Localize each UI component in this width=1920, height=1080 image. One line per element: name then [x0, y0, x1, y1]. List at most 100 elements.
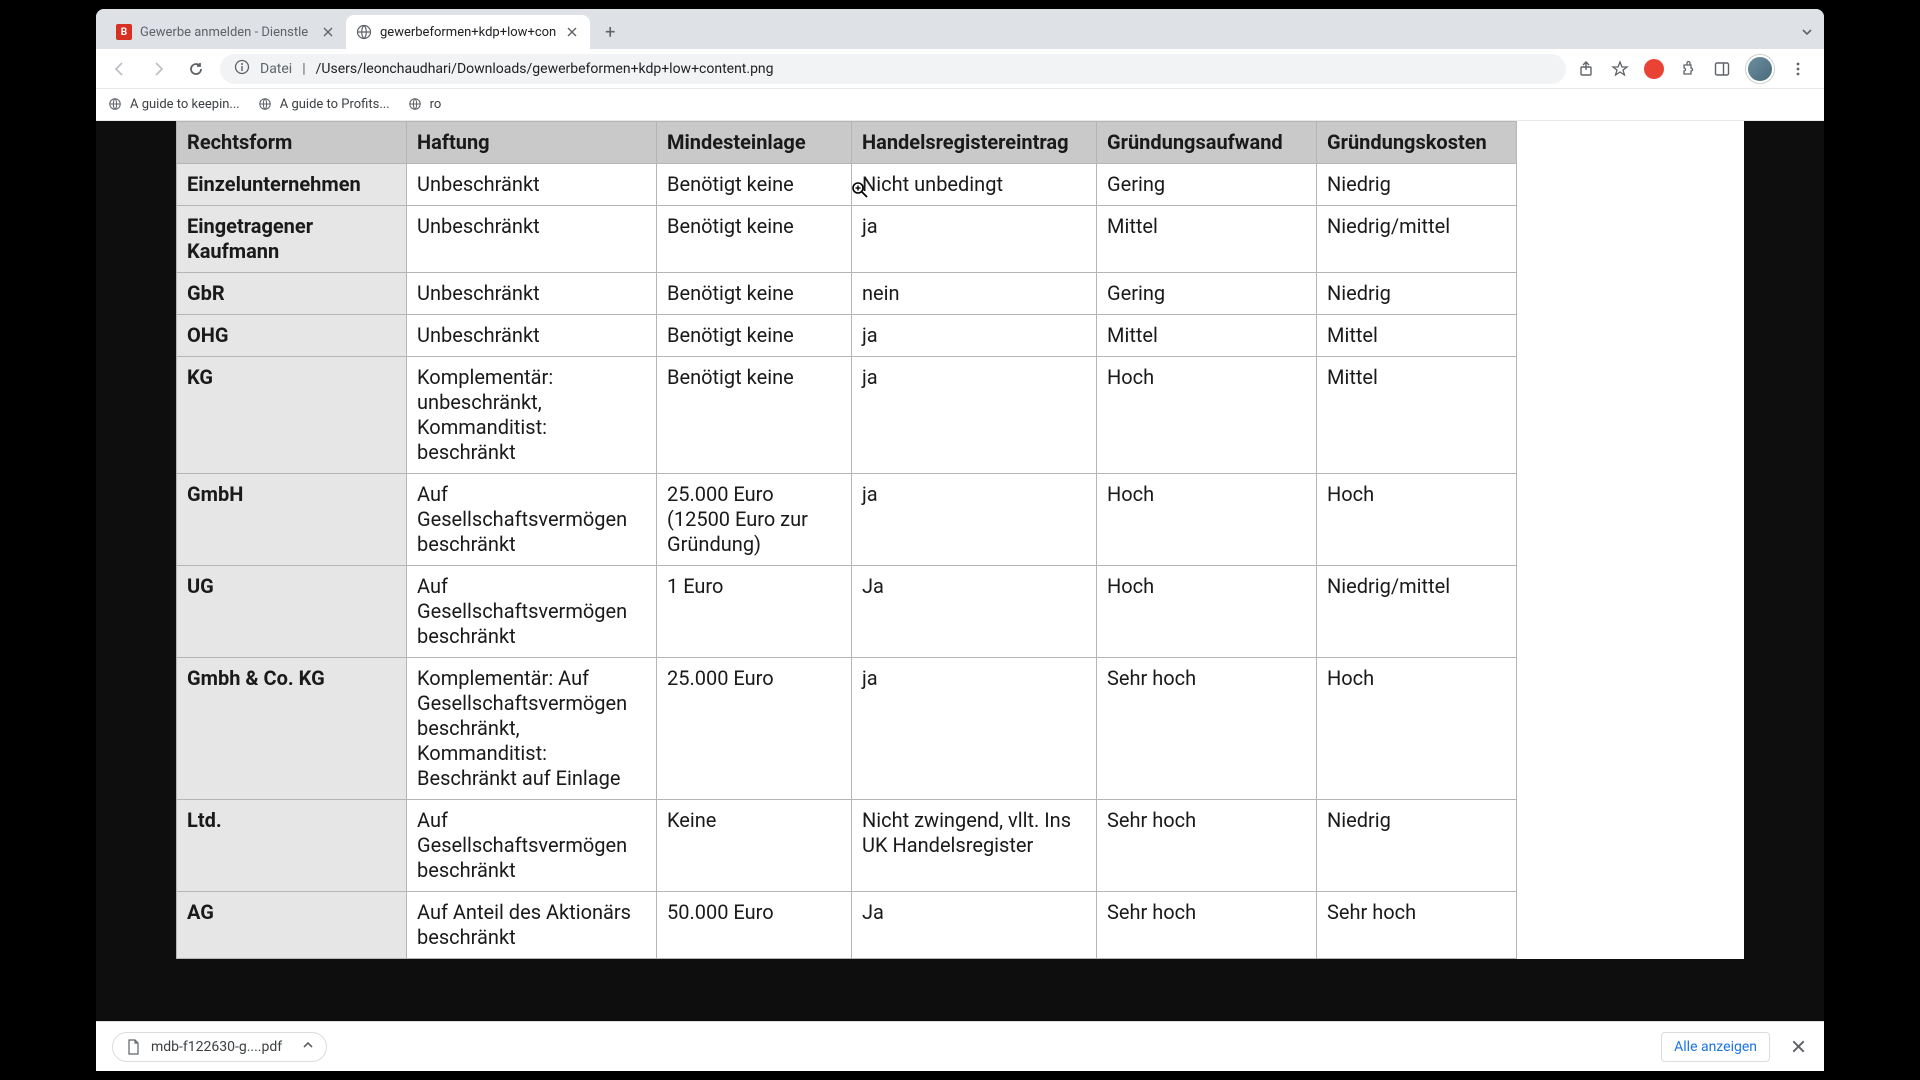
table-cell: ja [852, 206, 1097, 273]
chevron-up-icon[interactable] [302, 1039, 314, 1055]
table-cell: Unbeschränkt [407, 164, 657, 206]
table-cell: Auf Gesellschaftsvermögen beschränkt [407, 800, 657, 892]
table-row: AGAuf Anteil des Aktionärs beschränkt50.… [177, 892, 1517, 959]
table-rowhead-cell: Ltd. [177, 800, 407, 892]
star-icon[interactable] [1610, 59, 1630, 79]
table-cell: ja [852, 658, 1097, 800]
side-panel-icon[interactable] [1712, 59, 1732, 79]
address-bar[interactable]: Datei | /Users/leonchaudhari/Downloads/g… [220, 54, 1566, 84]
table-cell: Sehr hoch [1097, 658, 1317, 800]
tab-title: gewerbeformen+kdp+low+con [380, 25, 556, 40]
table-row: KGKomplementär: unbeschränkt, Kommanditi… [177, 357, 1517, 474]
bookmark-guide-profits[interactable]: A guide to Profits... [258, 97, 390, 113]
table-cell: Benötigt keine [657, 273, 852, 315]
table-cell: Sehr hoch [1097, 892, 1317, 959]
share-icon[interactable] [1576, 59, 1596, 79]
reload-button[interactable] [182, 55, 210, 83]
table-rowhead-cell: GmbH [177, 474, 407, 566]
file-icon [125, 1039, 141, 1055]
menu-icon[interactable] [1788, 59, 1808, 79]
table-row: EinzelunternehmenUnbeschränktBenötigt ke… [177, 164, 1517, 206]
table-cell: Sehr hoch [1097, 800, 1317, 892]
table-cell: Gering [1097, 273, 1317, 315]
table-cell: Benötigt keine [657, 206, 852, 273]
table-cell: Auf Gesellschaftsvermögen beschränkt [407, 474, 657, 566]
table-row: Ltd.Auf Gesellschaftsvermögen beschränkt… [177, 800, 1517, 892]
table-cell: Mittel [1097, 206, 1317, 273]
table-cell: Benötigt keine [657, 315, 852, 357]
url-scheme: Datei [260, 61, 292, 77]
table-cell: Hoch [1317, 474, 1517, 566]
avatar[interactable] [1746, 55, 1774, 83]
table-cell: Gering [1097, 164, 1317, 206]
table-row: Eingetragener KaufmannUnbeschränktBenöti… [177, 206, 1517, 273]
table-cell: nein [852, 273, 1097, 315]
table-row: UGAuf Gesellschaftsvermögen beschränkt1 … [177, 566, 1517, 658]
toolbar-right [1576, 55, 1814, 83]
image-content: RechtsformHaftungMindesteinlageHandelsre… [176, 121, 1744, 959]
url-path: /Users/leonchaudhari/Downloads/gewerbefo… [316, 61, 774, 77]
table-header-cell: Handelsregistereintrag [852, 122, 1097, 164]
table-cell: Niedrig [1317, 273, 1517, 315]
table-cell: Hoch [1097, 357, 1317, 474]
table-row: GbRUnbeschränktBenötigt keineneinGeringN… [177, 273, 1517, 315]
bookmarks-bar: A guide to keepin... A guide to Profits.… [96, 89, 1824, 121]
table-cell: Niedrig [1317, 164, 1517, 206]
table-cell: Hoch [1097, 474, 1317, 566]
image-viewer-area[interactable]: RechtsformHaftungMindesteinlageHandelsre… [96, 121, 1824, 1021]
bookmark-label: A guide to keepin... [130, 97, 240, 112]
close-icon[interactable] [564, 24, 580, 40]
table-cell: Auf Gesellschaftsvermögen beschränkt [407, 566, 657, 658]
table-rowhead-cell: GbR [177, 273, 407, 315]
show-all-downloads-button[interactable]: Alle anzeigen [1661, 1032, 1770, 1062]
table-cell: Nicht unbedingt [852, 164, 1097, 206]
table-row: Gmbh & Co. KGKomplementär: Auf Gesellsch… [177, 658, 1517, 800]
downloads-bar: mdb-f122630-g....pdf Alle anzeigen [96, 1021, 1824, 1071]
chevron-down-icon[interactable] [1800, 24, 1814, 43]
forward-button[interactable] [144, 55, 172, 83]
table-cell: 25.000 Euro [657, 658, 852, 800]
info-icon[interactable] [234, 59, 250, 79]
table-cell: Ja [852, 566, 1097, 658]
bookmark-ro[interactable]: ro [408, 97, 442, 113]
table-cell: Niedrig [1317, 800, 1517, 892]
table-header-cell: Gründungskosten [1317, 122, 1517, 164]
close-icon[interactable] [320, 24, 336, 40]
toolbar: Datei | /Users/leonchaudhari/Downloads/g… [96, 49, 1824, 89]
download-item-pdf[interactable]: mdb-f122630-g....pdf [112, 1032, 327, 1062]
extension-red-icon[interactable] [1644, 59, 1664, 79]
table-rowhead-cell: Einzelunternehmen [177, 164, 407, 206]
table-cell: Komplementär: Auf Gesellschaftsvermögen … [407, 658, 657, 800]
bookmark-guide-keeping[interactable]: A guide to keepin... [108, 97, 240, 113]
table-cell: Benötigt keine [657, 357, 852, 474]
tab-gewerbeformen-image[interactable]: gewerbeformen+kdp+low+con [346, 15, 590, 49]
table-cell: 1 Euro [657, 566, 852, 658]
table-rowhead-cell: OHG [177, 315, 407, 357]
table-header-cell: Haftung [407, 122, 657, 164]
tab-gewerbe-anmelden[interactable]: B Gewerbe anmelden - Dienstle [106, 15, 346, 49]
table-rowhead-cell: Eingetragener Kaufmann [177, 206, 407, 273]
table-cell: Mittel [1317, 357, 1517, 474]
new-tab-button[interactable]: + [596, 18, 624, 46]
table-row: OHGUnbeschränktBenötigt keinejaMittelMit… [177, 315, 1517, 357]
table-header-cell: Rechtsform [177, 122, 407, 164]
back-button[interactable] [106, 55, 134, 83]
favicon-red-b: B [116, 24, 132, 40]
table-row: GmbHAuf Gesellschaftsvermögen beschränkt… [177, 474, 1517, 566]
table-cell: 25.000 Euro (12500 Euro zur Gründung) [657, 474, 852, 566]
table-cell: Mittel [1097, 315, 1317, 357]
table-rowhead-cell: KG [177, 357, 407, 474]
close-icon[interactable] [1788, 1037, 1808, 1057]
puzzle-icon[interactable] [1678, 59, 1698, 79]
table-cell: Niedrig/mittel [1317, 206, 1517, 273]
table-cell: Auf Anteil des Aktionärs beschränkt [407, 892, 657, 959]
table-cell: Unbeschränkt [407, 315, 657, 357]
table-cell: Mittel [1317, 315, 1517, 357]
table-cell: Hoch [1097, 566, 1317, 658]
tab-strip: B Gewerbe anmelden - Dienstle gewerbefor… [96, 9, 1824, 49]
globe-icon [258, 97, 274, 113]
rechtsformen-table: RechtsformHaftungMindesteinlageHandelsre… [176, 121, 1517, 959]
table-cell: ja [852, 474, 1097, 566]
globe-icon [408, 97, 424, 113]
browser-window: B Gewerbe anmelden - Dienstle gewerbefor… [96, 9, 1824, 1071]
